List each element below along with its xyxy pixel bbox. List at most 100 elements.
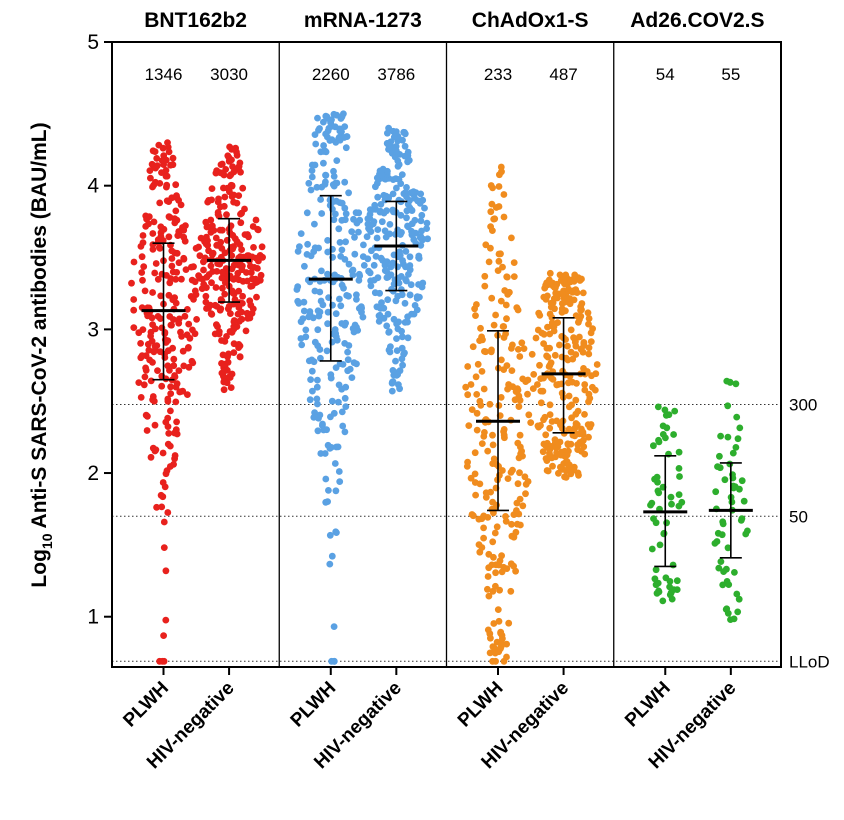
x-tick-label: PLWH	[621, 678, 675, 732]
data-point	[236, 317, 243, 325]
data-point	[500, 657, 508, 665]
data-point	[226, 373, 234, 380]
data-point	[497, 297, 505, 305]
data-point	[489, 538, 497, 546]
data-point	[553, 381, 561, 389]
data-point	[157, 315, 164, 322]
data-point	[487, 634, 494, 642]
data-point	[386, 221, 394, 228]
data-point	[512, 567, 519, 575]
data-point	[184, 306, 191, 313]
data-point	[167, 383, 175, 391]
data-point	[299, 315, 307, 322]
data-point	[165, 198, 173, 206]
data-point	[338, 246, 346, 254]
data-point	[214, 209, 222, 216]
data-point	[162, 567, 170, 575]
data-point	[390, 133, 398, 141]
data-point	[179, 347, 187, 355]
data-point	[184, 344, 192, 352]
data-point	[189, 326, 196, 334]
data-point	[566, 295, 574, 302]
data-point	[145, 213, 153, 221]
data-point	[580, 342, 588, 349]
data-point	[726, 379, 734, 386]
data-point	[715, 564, 723, 572]
data-point	[485, 258, 493, 266]
data-point	[577, 303, 585, 310]
y-tick-label: 1	[87, 606, 99, 629]
data-point	[138, 253, 146, 261]
data-point	[200, 280, 208, 288]
data-point	[481, 282, 489, 290]
data-point	[209, 249, 217, 257]
data-point	[354, 327, 362, 334]
data-point	[561, 473, 568, 481]
data-point	[499, 323, 507, 330]
data-point	[489, 431, 496, 439]
data-point	[497, 645, 504, 652]
data-point	[317, 297, 325, 305]
data-point	[468, 406, 476, 413]
data-point	[242, 327, 250, 335]
data-point	[472, 312, 479, 319]
data-point	[309, 387, 316, 395]
data-point	[498, 552, 505, 560]
sample-counts: 1346 3030 2260 3786 233 487 54 55	[145, 65, 741, 84]
data-point	[145, 220, 153, 228]
data-point	[492, 569, 499, 577]
sample-count: 1346	[145, 65, 183, 84]
data-point	[207, 262, 215, 270]
panel-title: BNT162b2	[144, 9, 247, 32]
data-point	[306, 311, 314, 319]
data-point	[508, 367, 516, 374]
data-point	[732, 380, 740, 388]
data-point	[529, 385, 537, 392]
data-point	[548, 314, 556, 321]
data-point	[324, 237, 331, 244]
data-point	[224, 353, 231, 361]
data-point	[413, 306, 421, 314]
data-point	[353, 296, 360, 303]
data-point	[477, 324, 484, 332]
data-point	[370, 276, 378, 284]
data-point	[218, 337, 225, 344]
data-point	[359, 313, 367, 321]
data-point	[508, 520, 515, 528]
data-point	[297, 230, 305, 238]
data-point	[157, 223, 165, 231]
data-point	[224, 152, 232, 160]
data-point	[203, 233, 210, 241]
data-point	[475, 541, 483, 548]
data-point	[328, 116, 335, 124]
data-point	[227, 384, 235, 391]
data-point	[152, 446, 160, 454]
data-point	[496, 171, 503, 179]
data-point	[166, 313, 174, 320]
data-point	[144, 412, 151, 420]
data-point	[404, 318, 411, 326]
data-point	[333, 197, 340, 205]
data-point	[660, 530, 668, 538]
data-point	[726, 460, 734, 468]
data-point	[407, 281, 415, 289]
data-point	[581, 450, 589, 458]
data-point	[350, 359, 358, 367]
data-point	[310, 414, 318, 421]
data-point	[717, 432, 724, 440]
data-point	[341, 123, 349, 130]
data-point	[355, 270, 363, 278]
data-point	[509, 341, 516, 349]
data-point	[495, 617, 503, 625]
data-point	[398, 171, 406, 179]
data-point	[210, 227, 218, 234]
data-point	[345, 342, 353, 349]
data-point	[195, 243, 203, 251]
data-point	[724, 433, 732, 441]
data-point	[398, 355, 406, 363]
data-point	[499, 635, 506, 643]
data-point	[544, 323, 551, 331]
data-point	[532, 334, 540, 342]
data-point	[552, 444, 560, 452]
data-point	[325, 487, 332, 494]
